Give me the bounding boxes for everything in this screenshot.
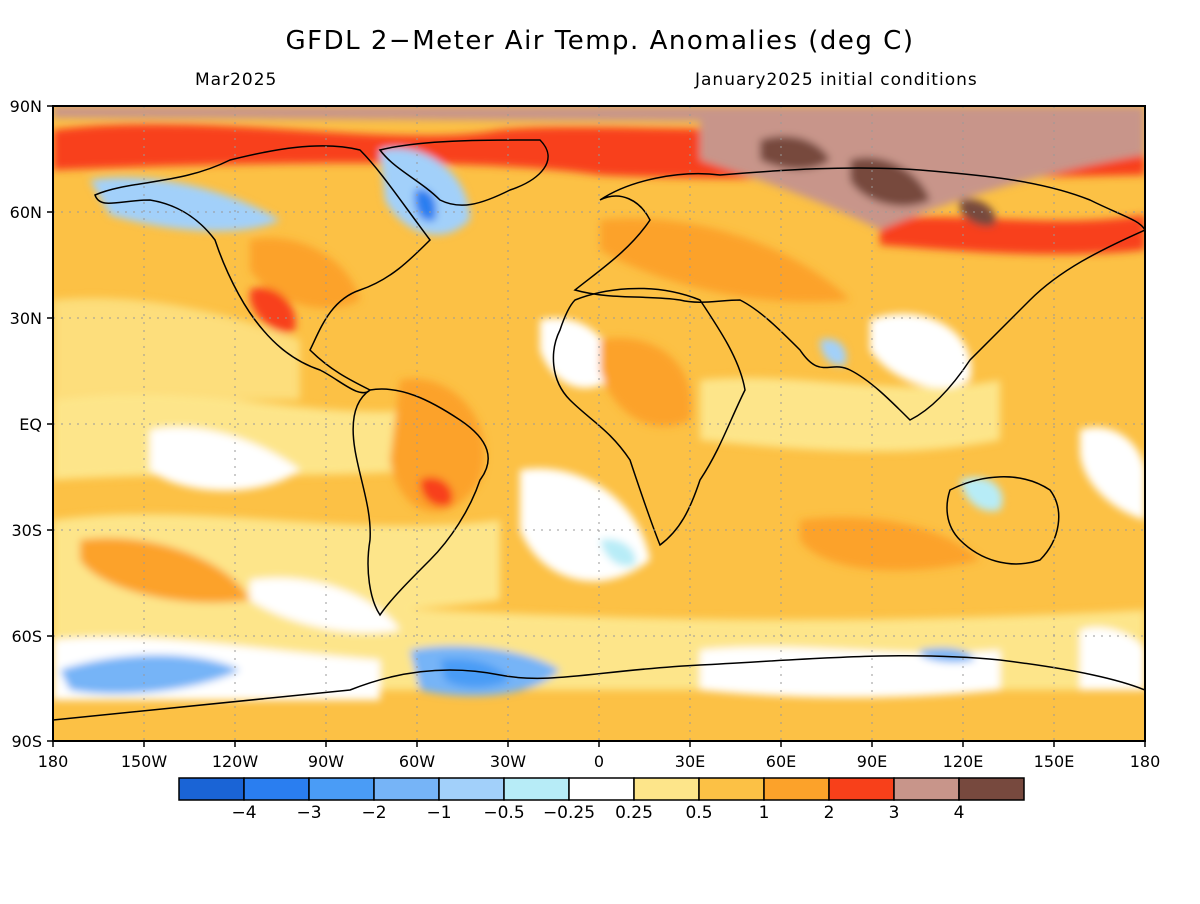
colorbar-label: −3	[296, 803, 321, 823]
forecast-month: Mar2025	[195, 70, 278, 90]
colorbar-label: −1	[426, 803, 451, 823]
axis-ticks	[47, 105, 1146, 747]
graticule	[53, 106, 1145, 741]
initial-conditions-label: January2025 initial conditions	[695, 70, 978, 90]
colorbar-label: −0.5	[483, 803, 524, 823]
colorbar-swatch	[958, 777, 1025, 801]
lon-label-150e: 150E	[1034, 752, 1075, 771]
colorbar-swatch	[178, 777, 245, 801]
colorbar-label: −4	[231, 803, 256, 823]
map-title: GFDL 2−Meter Air Temp. Anomalies (deg C)	[285, 26, 915, 56]
lon-label-0: 0	[594, 752, 604, 771]
lat-label-60s: 60S	[11, 627, 42, 646]
lon-label-30w: 30W	[490, 752, 526, 771]
lon-label-60w: 60W	[399, 752, 435, 771]
colorbar-swatch	[893, 777, 960, 801]
colorbar-label: 0.25	[615, 803, 653, 823]
colorbar-swatch	[633, 777, 700, 801]
colorbar-label: 1	[759, 803, 770, 823]
lon-label-120w: 120W	[212, 752, 259, 771]
lon-label-30e: 30E	[675, 752, 705, 771]
lon-label-90w: 90W	[308, 752, 344, 771]
colorbar-swatch	[698, 777, 765, 801]
colorbar-label: −2	[361, 803, 386, 823]
colorbar: −4 −3 −2 −1 −0.5 −0.25 0.25 0.5 1 2 3 4	[178, 777, 1025, 823]
colorbar-swatch	[503, 777, 570, 801]
lat-label-30n: 30N	[10, 309, 42, 328]
lon-label-60e: 60E	[766, 752, 796, 771]
colorbar-swatch	[243, 777, 310, 801]
colorbar-swatch	[568, 777, 635, 801]
lat-label-30s: 30S	[11, 521, 42, 540]
colorbar-label: 4	[954, 803, 965, 823]
colorbar-swatch	[828, 777, 895, 801]
lon-label-120e: 120E	[943, 752, 984, 771]
coastlines	[53, 139, 1145, 721]
lon-label-180w: 180	[38, 752, 69, 771]
lon-label-90e: 90E	[857, 752, 887, 771]
colorbar-label: 2	[824, 803, 835, 823]
colorbar-swatch	[308, 777, 375, 801]
lat-label-90s: 90S	[11, 732, 42, 751]
colorbar-label: −0.25	[543, 803, 595, 823]
lon-label-150w: 150W	[121, 752, 168, 771]
lat-label-eq: EQ	[19, 415, 42, 434]
lat-label-60n: 60N	[10, 203, 42, 222]
lon-label-180e: 180	[1130, 752, 1161, 771]
colorbar-label: 3	[889, 803, 900, 823]
lat-label-90n: 90N	[10, 97, 42, 116]
colorbar-swatch	[438, 777, 505, 801]
colorbar-label: 0.5	[685, 803, 712, 823]
colorbar-swatch	[763, 777, 830, 801]
colorbar-swatch	[373, 777, 440, 801]
